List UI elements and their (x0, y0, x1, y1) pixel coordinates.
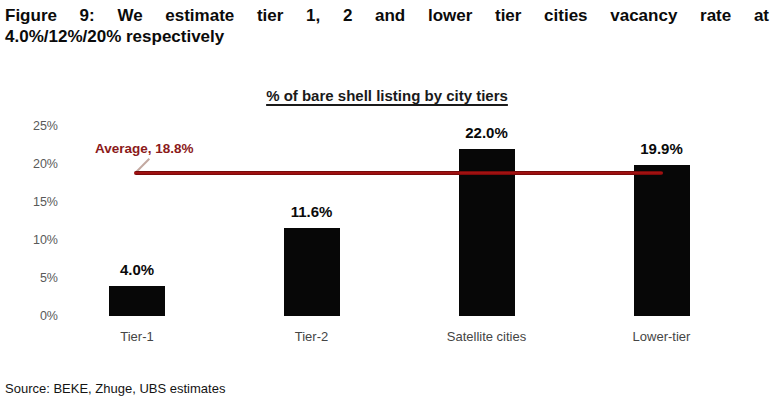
figure-9-panel: Figure 9: We estimate tier 1, 2 and lowe… (0, 0, 774, 409)
average-line (134, 171, 663, 175)
figure-title: Figure 9: We estimate tier 1, 2 and lowe… (5, 5, 769, 47)
bar-value-label: 19.9% (602, 140, 722, 157)
bar-lower-tier (634, 165, 690, 316)
y-axis-tick-label: 10% (0, 233, 58, 248)
figure-title-line1: Figure 9: We estimate tier 1, 2 and lowe… (5, 5, 769, 26)
x-axis-category-label: Tier-1 (57, 328, 217, 345)
source-note: Source: BEKE, Zhuge, UBS estimates (5, 381, 225, 396)
bar-value-label: 11.6% (252, 203, 372, 220)
y-axis-tick-label: 5% (0, 271, 58, 286)
chart-title: % of bare shell listing by city tiers (0, 87, 774, 104)
bar-value-label: 22.0% (427, 124, 547, 141)
figure-title-line2: 4.0%/12%/20% respectively (5, 26, 769, 47)
bar-value-label: 4.0% (77, 261, 197, 278)
x-axis-category-label: Lower-tier (582, 328, 742, 345)
bar-tier-1 (109, 286, 165, 316)
bar-tier-2 (284, 228, 340, 316)
average-label: Average, 18.8% (95, 141, 194, 157)
x-axis-category-label: Satellite cities (407, 328, 567, 345)
y-axis-tick-label: 0% (0, 309, 58, 324)
x-axis-category-label: Tier-2 (232, 328, 392, 345)
y-axis-tick-label: 15% (0, 195, 58, 210)
y-axis-tick-label: 20% (0, 157, 58, 172)
y-axis-tick-label: 25% (0, 119, 58, 134)
